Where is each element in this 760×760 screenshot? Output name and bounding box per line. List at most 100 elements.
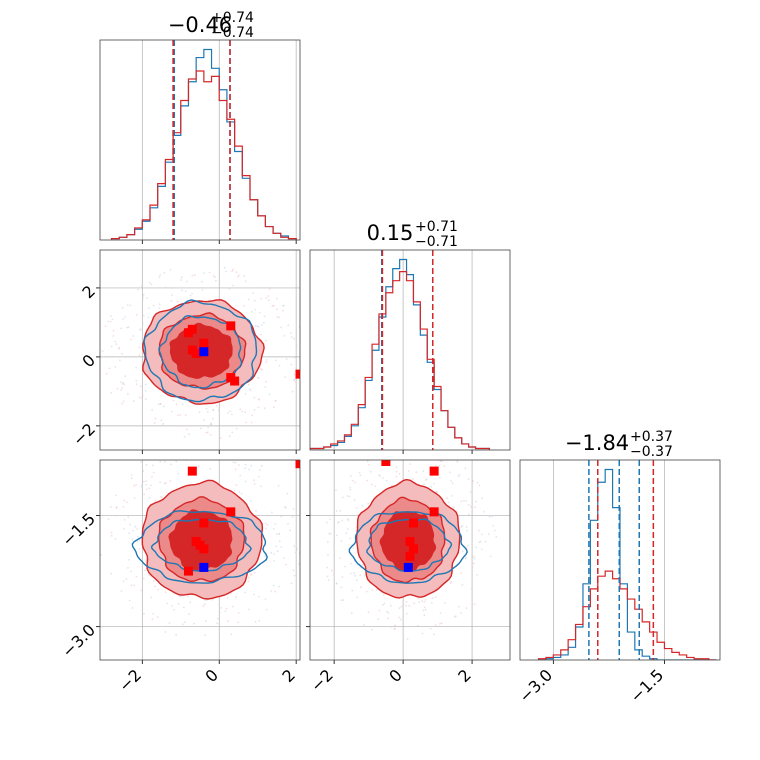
scatter-point [127, 392, 129, 395]
scatter-point [405, 600, 408, 603]
scatter-point [212, 275, 215, 277]
scatter-point [151, 618, 154, 620]
title-param-2-value: −1.84 [565, 431, 629, 455]
scatter-point [284, 506, 286, 508]
scatter-point [423, 456, 425, 458]
scatter-point [472, 480, 474, 483]
scatter-point [164, 460, 166, 463]
scatter-point [253, 299, 256, 302]
marker-b [226, 507, 236, 517]
scatter-point [176, 300, 179, 303]
scatter-point [142, 470, 145, 472]
scatter-point [110, 356, 112, 358]
tick-label-x: 2 [278, 665, 299, 686]
contour-b-outer [355, 478, 461, 599]
scatter-point [234, 468, 237, 471]
scatter-point [204, 634, 207, 637]
scatter-point [220, 454, 222, 456]
scatter-point [140, 589, 143, 592]
scatter-point [254, 324, 257, 327]
scatter-point [258, 311, 261, 314]
title-param-0-sup: +0.74 [211, 10, 254, 26]
scatter-point [287, 522, 289, 525]
scatter-point [341, 519, 344, 522]
scatter-point [298, 563, 300, 565]
scatter-point [133, 497, 136, 499]
scatter-point [494, 529, 496, 532]
panel-frame [519, 459, 721, 661]
scatter-point [260, 324, 263, 326]
scatter-point [132, 335, 135, 337]
marker-b [187, 324, 197, 334]
panel-frame [99, 39, 301, 241]
scatter-point [143, 612, 145, 615]
scatter-point [467, 513, 470, 516]
scatter-point [126, 501, 128, 504]
scatter-point [135, 366, 138, 369]
scatter-point [159, 460, 162, 463]
histogram-panel-1 [309, 249, 511, 454]
scatter-point [450, 580, 453, 583]
scatter-point [465, 607, 468, 609]
scatter-point [260, 333, 262, 336]
scatter-point [189, 601, 192, 604]
scatter-point [268, 299, 270, 302]
scatter-point [148, 281, 151, 284]
scatter-point [160, 457, 162, 459]
scatter-point [244, 480, 247, 483]
scatter-point [197, 465, 200, 468]
scatter-point [193, 458, 195, 460]
scatter-point [353, 499, 356, 502]
scatter-point [285, 358, 288, 360]
scatter-point [247, 298, 250, 301]
scatter-point [395, 475, 398, 478]
scatter-point [172, 399, 175, 402]
tick-label-x: 2 [454, 665, 475, 686]
scatter-point [209, 434, 212, 436]
scatter-point [135, 383, 138, 385]
scatter-point [385, 453, 387, 455]
scatter-point [349, 475, 352, 478]
scatter-point [193, 622, 195, 625]
scatter-point [417, 625, 419, 627]
scatter-point [154, 499, 157, 502]
scatter-point [177, 472, 180, 475]
scatter-point [158, 276, 161, 278]
scatter-point [200, 451, 202, 453]
scatter-point [271, 305, 274, 308]
scatter-point [127, 516, 130, 518]
scatter-point [275, 297, 278, 300]
scatter-point [134, 525, 137, 528]
tick-label-y: 2 [78, 282, 99, 303]
scatter-point [150, 484, 152, 487]
scatter-point [159, 402, 162, 405]
scatter-point [138, 548, 141, 550]
scatter-point [421, 600, 423, 602]
scatter-point [336, 534, 338, 537]
scatter-point [398, 607, 401, 609]
scatter-point [239, 408, 242, 411]
scatter-point [110, 534, 113, 537]
scatter-point [133, 584, 136, 587]
scatter-point [296, 548, 298, 550]
scatter-point [204, 458, 206, 460]
scatter-point [151, 408, 154, 411]
scatter-point [110, 531, 113, 534]
scatter-point [407, 470, 410, 472]
scatter-point [143, 314, 145, 317]
scatter-point [461, 524, 464, 527]
scatter-point [130, 584, 133, 587]
scatter-point [282, 305, 284, 307]
scatter-point [241, 410, 244, 413]
scatter-point [232, 268, 235, 271]
scatter-point [230, 592, 232, 595]
scatter-point [392, 454, 394, 456]
scatter-point [158, 307, 161, 309]
scatter-point [143, 493, 146, 496]
scatter-point [142, 293, 145, 296]
scatter-point [114, 537, 117, 540]
scatter-point [122, 400, 125, 403]
scatter-point [371, 628, 374, 631]
title-param-2-sup: +0.37 [630, 429, 673, 445]
scatter-point [366, 460, 369, 462]
